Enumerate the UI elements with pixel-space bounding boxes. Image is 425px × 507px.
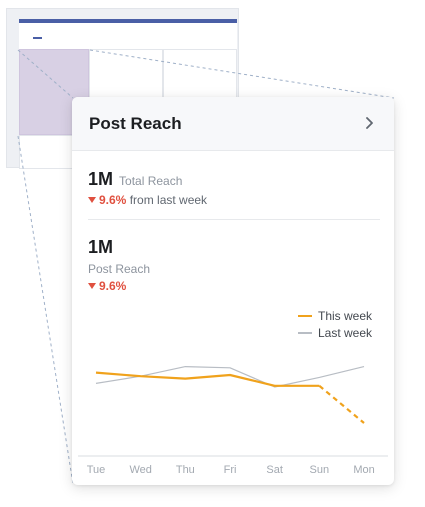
legend-item-this-week: This week [298, 308, 372, 325]
post-reach-value: 1M [88, 237, 114, 257]
x-tick-label-tue: Tue [87, 464, 106, 476]
legend-label-last-week: Last week [318, 326, 373, 340]
triangle-down-icon [88, 283, 96, 289]
thumbnail-subheader [19, 23, 237, 49]
x-tick-label-sat: Sat [266, 464, 283, 476]
x-tick-label-thu: Thu [176, 464, 195, 476]
chevron-right-icon[interactable] [363, 116, 377, 130]
legend-swatch-this-week [298, 315, 312, 317]
legend-item-last-week: Last week [298, 325, 372, 342]
post-reach-change: 9.6% [88, 279, 126, 293]
post-reach-card: Post Reach 1M Total Reach 9.6% from last … [72, 97, 394, 485]
thumbnail-top-bar [19, 19, 237, 23]
x-tick-label-wed: Wed [129, 464, 151, 476]
chart-legend: This week Last week [298, 308, 372, 342]
total-reach-label: Total Reach [119, 174, 183, 188]
triangle-down-icon [88, 197, 96, 203]
x-tick-label-sun: Sun [310, 464, 330, 476]
series-line-this-week-projected [318, 384, 365, 424]
legend-swatch-last-week [298, 332, 312, 334]
thumbnail-tab-marker [33, 37, 42, 39]
card-title: Post Reach [89, 114, 182, 133]
total-reach-change: 9.6% from last week [88, 193, 207, 207]
x-tick-label-mon: Mon [353, 464, 374, 476]
post-reach-line-chart: Tue Wed Thu Fri Sat Sun Mon [78, 366, 388, 476]
total-reach-row: 1M Total Reach [88, 169, 182, 190]
x-tick-label-fri: Fri [224, 464, 237, 476]
series-line-this-week [95, 371, 320, 387]
total-reach-change-suffix: from last week [129, 193, 208, 207]
post-reach-change-pct: 9.6% [99, 279, 127, 293]
section-divider [88, 219, 380, 220]
total-reach-value: 1M [88, 169, 114, 189]
legend-label-this-week: This week [318, 309, 373, 323]
total-reach-change-pct: 9.6% [99, 193, 127, 207]
post-reach-label: Post Reach [88, 262, 151, 276]
card-header[interactable]: Post Reach [72, 97, 394, 151]
